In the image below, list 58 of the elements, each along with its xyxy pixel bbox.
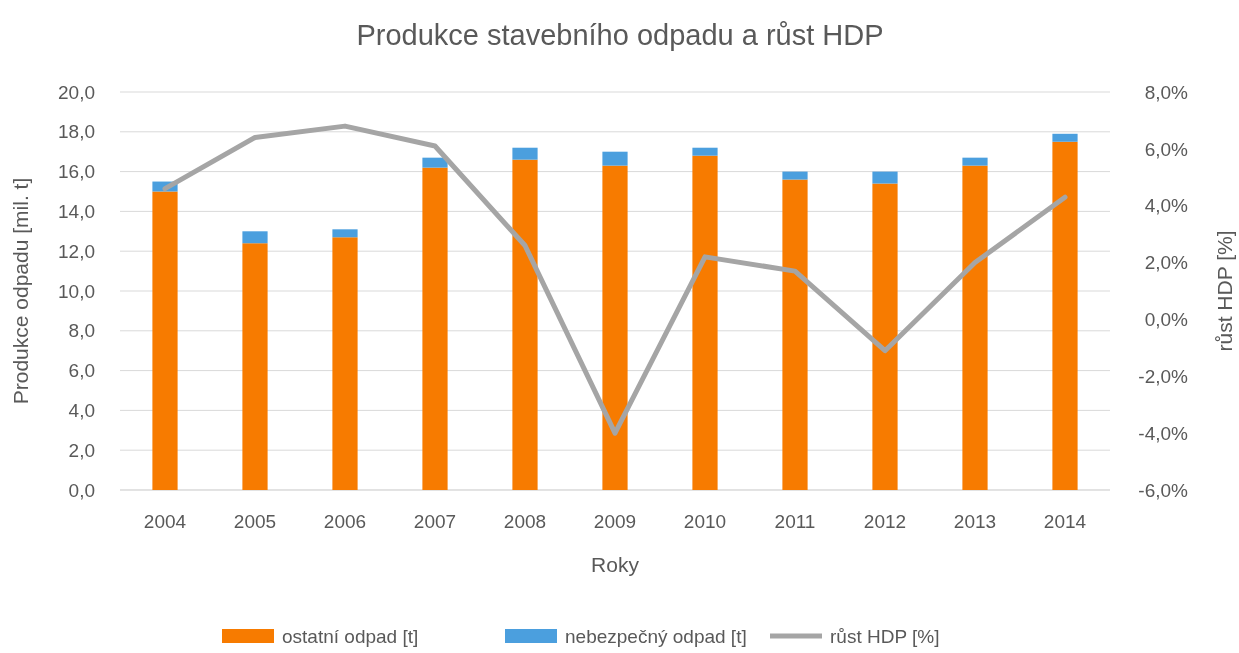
bar bbox=[602, 165, 628, 490]
bar bbox=[512, 147, 538, 160]
bar bbox=[512, 159, 538, 490]
y-tick-label: 12,0 bbox=[58, 240, 95, 262]
bar bbox=[872, 171, 898, 184]
y-tick-label: 18,0 bbox=[58, 121, 95, 143]
x-tick-label: 2006 bbox=[323, 511, 367, 532]
y-tick-label: 4,0 bbox=[68, 400, 95, 422]
bar bbox=[242, 243, 268, 490]
bar bbox=[242, 231, 268, 244]
bar bbox=[692, 147, 718, 156]
y2-tick-label: 0,0% bbox=[1144, 309, 1189, 331]
bar bbox=[422, 157, 448, 168]
x-axis-title: Roky bbox=[591, 553, 640, 576]
y-tick-label: 0,0 bbox=[68, 479, 95, 501]
x-tick-label: 2008 bbox=[503, 511, 547, 532]
y2-tick-label: 6,0% bbox=[1144, 138, 1189, 160]
y-tick-label: 20,0 bbox=[58, 81, 95, 103]
x-tick-label: 2011 bbox=[774, 511, 816, 532]
bar bbox=[872, 183, 898, 490]
x-tick-label: 2005 bbox=[233, 511, 277, 532]
y2-tick-label: 4,0% bbox=[1144, 195, 1189, 217]
y2-tick-label: -6,0% bbox=[1138, 479, 1189, 501]
bar bbox=[692, 155, 718, 490]
bar bbox=[1052, 141, 1078, 490]
bar bbox=[962, 157, 988, 166]
bar bbox=[332, 237, 358, 490]
legend-label: nebezpečný odpad [t] bbox=[565, 625, 747, 647]
y-tick-label: 6,0 bbox=[68, 360, 95, 382]
y2-tick-label: -4,0% bbox=[1138, 422, 1189, 444]
bar bbox=[332, 229, 358, 238]
bar bbox=[962, 165, 988, 490]
bar bbox=[422, 167, 448, 490]
y2-tick-label: -2,0% bbox=[1138, 365, 1189, 387]
x-tick-label: 2013 bbox=[953, 511, 997, 532]
y-tick-label: 8,0 bbox=[68, 320, 95, 342]
x-tick-label: 2010 bbox=[683, 511, 727, 532]
y-tick-label: 16,0 bbox=[58, 161, 95, 183]
x-tick-label: 2007 bbox=[413, 511, 457, 532]
bar bbox=[782, 171, 808, 180]
y-tick-label: 2,0 bbox=[68, 439, 95, 461]
y-tick-label: 10,0 bbox=[58, 280, 95, 302]
x-tick-label: 2009 bbox=[593, 511, 637, 532]
y2-axis-title: růst HDP [%] bbox=[1213, 230, 1236, 352]
y2-tick-label: 2,0% bbox=[1144, 252, 1189, 274]
y2-tick-label: 8,0% bbox=[1144, 81, 1189, 103]
x-tick-label: 2014 bbox=[1043, 511, 1087, 532]
bar bbox=[152, 191, 178, 490]
y-axis-title: Produkce odpadu [mil. t] bbox=[9, 177, 32, 405]
legend-label: růst HDP [%] bbox=[830, 625, 940, 647]
x-tick-label: 2012 bbox=[863, 511, 907, 532]
bar bbox=[1052, 133, 1078, 142]
y-tick-label: 14,0 bbox=[58, 201, 95, 223]
bar bbox=[602, 151, 628, 166]
legend-label: ostatní odpad [t] bbox=[282, 625, 419, 647]
x-tick-label: 2004 bbox=[143, 511, 187, 532]
chart-title: Produkce stavebního odpadu a růst HDP bbox=[356, 19, 884, 51]
bar bbox=[782, 179, 808, 490]
